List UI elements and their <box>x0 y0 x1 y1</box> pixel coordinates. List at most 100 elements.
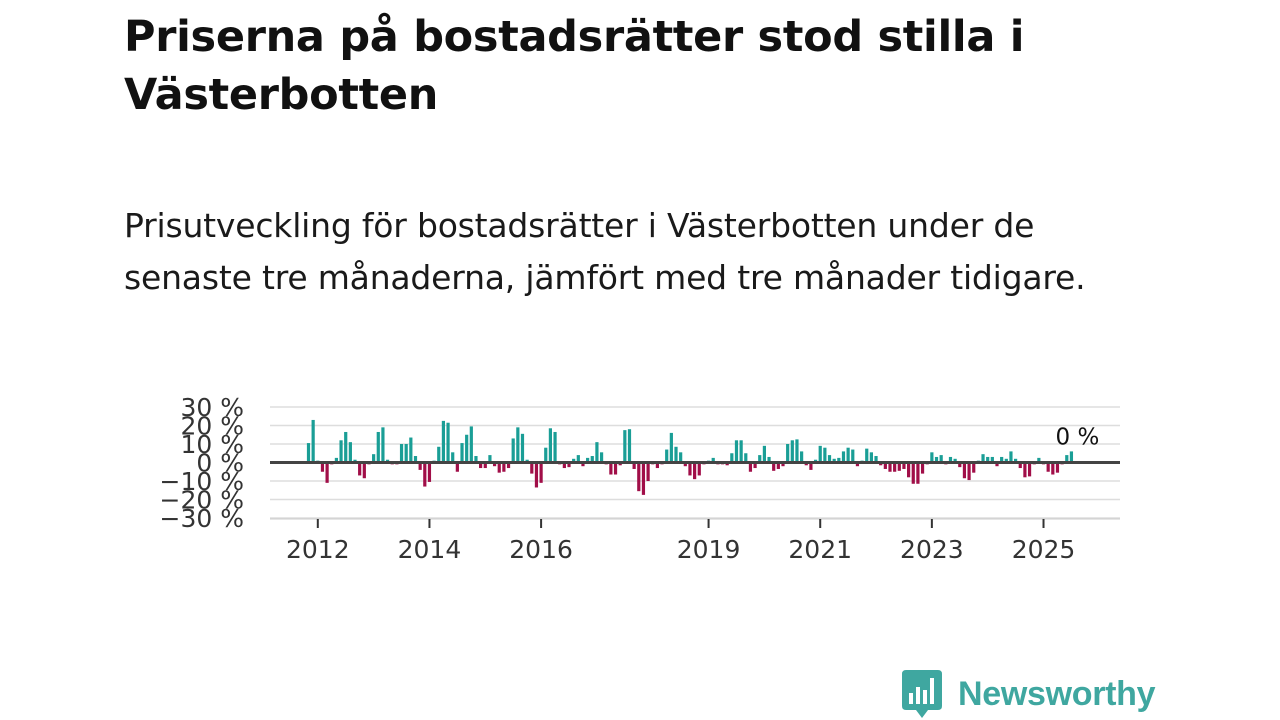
bar <box>762 445 766 463</box>
bar <box>497 462 501 473</box>
bar <box>846 447 850 463</box>
bar <box>520 433 525 463</box>
bar <box>934 456 939 463</box>
bar <box>576 455 580 463</box>
y-tick-label: −20 % <box>160 486 244 515</box>
bar <box>1009 451 1013 463</box>
bar <box>572 458 576 463</box>
bar <box>683 462 687 467</box>
x-tick-label: 2014 <box>398 535 462 564</box>
bar <box>539 462 543 483</box>
newsworthy-logo-text: Newsworthy <box>958 675 1156 713</box>
bar <box>748 462 753 472</box>
bar <box>786 444 790 463</box>
bar <box>818 445 822 463</box>
bar-chart: 30 %20 %10 %0 %−10 %−20 %−30 % 2012 2014 2… <box>160 393 1120 564</box>
bar <box>339 440 343 463</box>
newsworthy-bar-chart-icon <box>902 670 942 718</box>
newsworthy-logo: Newsworthy <box>902 670 1156 718</box>
bar <box>530 462 534 474</box>
bar <box>595 442 599 463</box>
y-tick-label: −30 % <box>160 504 244 533</box>
bar <box>437 446 441 463</box>
bar <box>334 457 339 463</box>
bar <box>488 455 492 463</box>
bar <box>655 462 659 469</box>
y-tick-label: −10 % <box>160 467 244 496</box>
bar <box>451 452 455 463</box>
bar <box>767 456 771 463</box>
bar <box>1051 462 1055 475</box>
bar <box>730 453 734 463</box>
bar <box>609 462 613 475</box>
bar <box>869 452 873 463</box>
bar <box>986 456 990 463</box>
bar <box>646 462 650 481</box>
bar <box>469 426 473 463</box>
bar <box>423 462 427 487</box>
bar <box>958 462 962 468</box>
bar <box>637 462 641 492</box>
bar <box>325 462 329 483</box>
bar <box>581 462 585 467</box>
last-value-label: 0 % <box>1056 425 1100 451</box>
bar <box>399 444 404 463</box>
bar <box>372 454 376 463</box>
bar <box>948 456 953 463</box>
bar <box>344 431 348 463</box>
bar <box>665 449 669 463</box>
bar <box>381 427 385 463</box>
bar <box>897 462 901 471</box>
y-tick-label: 10 % <box>180 430 244 459</box>
bar <box>883 462 887 469</box>
bar <box>669 432 673 463</box>
bar <box>1055 462 1060 473</box>
bar <box>832 458 836 463</box>
bar <box>800 451 804 463</box>
bar <box>981 454 985 463</box>
bar <box>711 457 715 463</box>
bar <box>753 462 757 469</box>
x-tick-label: 2021 <box>788 535 852 564</box>
bar <box>920 462 925 474</box>
bar <box>544 447 548 463</box>
x-axis-ticks: 2012 2014 2016 2019 2021 2023 2025 <box>286 519 1075 564</box>
bar <box>1037 457 1041 463</box>
bar <box>674 446 678 463</box>
x-tick-label: 2012 <box>286 535 350 564</box>
bar <box>995 462 999 467</box>
bar <box>837 457 841 463</box>
bar <box>627 429 632 463</box>
bar <box>967 462 971 481</box>
bar <box>1023 462 1027 478</box>
y-tick-label: 30 % <box>180 393 244 422</box>
bar <box>916 462 920 484</box>
bar <box>446 422 450 463</box>
bar <box>306 443 311 463</box>
bar <box>902 462 906 469</box>
bar <box>907 462 911 478</box>
bar <box>455 462 459 472</box>
bar <box>939 455 943 463</box>
bar <box>772 462 776 471</box>
bar <box>358 462 362 476</box>
bar <box>679 452 683 463</box>
bar <box>823 447 827 463</box>
y-axis-tick-labels: 30 %20 %10 %0 %−10 %−20 %−30 % <box>160 393 244 533</box>
x-tick-label: 2019 <box>677 535 741 564</box>
bar <box>465 434 469 463</box>
bar <box>781 462 785 467</box>
bar <box>1004 458 1008 463</box>
bar <box>320 462 325 472</box>
bar <box>632 462 636 469</box>
bar <box>874 456 878 463</box>
bar <box>553 431 557 463</box>
bar <box>479 462 483 469</box>
bar <box>623 430 627 463</box>
bar <box>516 427 520 463</box>
bar <box>641 462 646 495</box>
bar <box>990 456 994 463</box>
bar <box>376 431 380 463</box>
bar <box>734 440 739 463</box>
bar <box>930 452 934 463</box>
